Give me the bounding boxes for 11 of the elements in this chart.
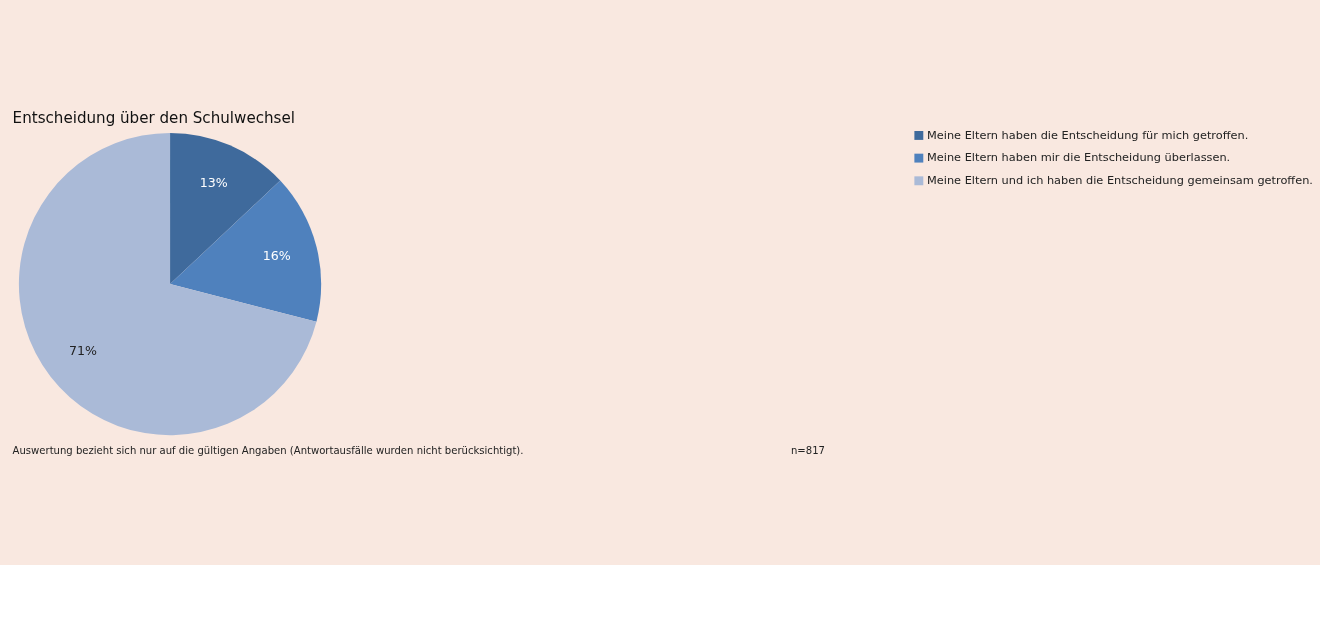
data-label: 16% (262, 248, 291, 264)
data-label: 13% (199, 174, 228, 190)
text: Auswertung bezieht sich nur auf die gültigen Angaben (Antwortausfälle wurden nicht berücksichtigt). (12, 445, 524, 457)
data-label: 71% (68, 343, 97, 359)
pie-slice (170, 180, 322, 322)
legend-label: Meine Eltern haben mir die Entscheidung überlassen. (927, 150, 1231, 165)
pie-slice (19, 132, 317, 436)
chart-title: Entscheidung über den Schulwechsel (12, 108, 295, 127)
text: n=817 (790, 445, 825, 457)
legend-label: Meine Eltern und ich haben die Entscheidung gemeinsam getroffen. (927, 172, 1313, 187)
legend-label: Meine Eltern haben die Entscheidung für mich getroffen. (927, 127, 1249, 142)
